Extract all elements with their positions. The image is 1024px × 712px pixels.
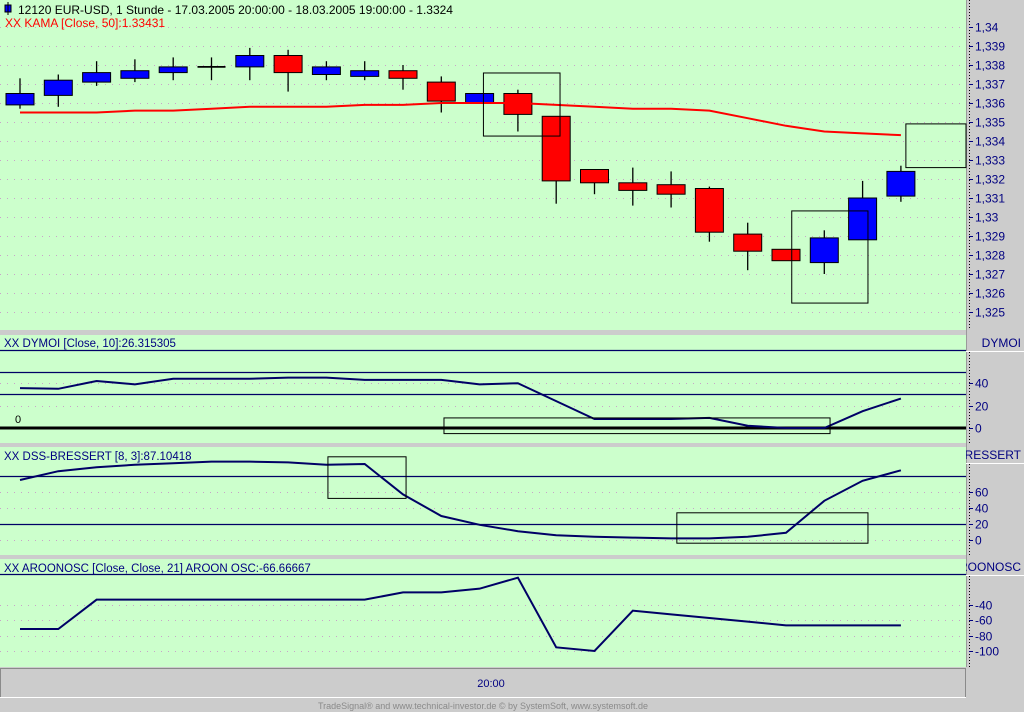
axis-tick-label: 60 <box>975 486 989 500</box>
time-axis-label: 20:00 <box>477 678 505 690</box>
aroon-axis-label: AROONOSC <box>951 560 1021 574</box>
candle-down <box>426 81 456 102</box>
axis-tick-label: 40 <box>975 377 989 391</box>
candle-up <box>809 237 839 264</box>
axis-tick-label: -60 <box>975 614 993 628</box>
candle-down <box>618 182 648 191</box>
price-axis <box>966 0 1024 330</box>
candle-up <box>350 70 380 77</box>
aroon-title[interactable]: XX AROONOSC [Close, Close, 21] AROON OSC… <box>4 563 311 575</box>
candle-up <box>43 79 73 96</box>
axis-tick-label: 1,337 <box>975 78 1005 92</box>
kama-line <box>20 102 901 137</box>
axis-tick-label: 40 <box>975 502 989 516</box>
annotation-rectangle <box>905 123 967 169</box>
axis-tick-label: 1,331 <box>975 192 1005 206</box>
candle-up <box>82 72 112 83</box>
candle-up <box>5 93 35 106</box>
axis-tick-label: 1,329 <box>975 230 1005 244</box>
aroonosc-line <box>20 576 901 653</box>
dymoi-line <box>19 376 902 429</box>
chart-title: 12120 EUR-USD, 1 Stunde - 17.03.2005 20:… <box>18 3 453 17</box>
axis-tick-label: 1,325 <box>975 306 1005 320</box>
dss-title[interactable]: XX DSS-BRESSERT [8, 3]:87.10418 <box>4 451 192 463</box>
axis-tick-label: 1,334 <box>975 135 1005 149</box>
dss-line <box>19 460 902 540</box>
axis-tick-label: 1,327 <box>975 268 1005 282</box>
candle-up <box>235 55 265 68</box>
axis-tick-label: 0 <box>975 534 982 548</box>
candle-down <box>580 169 609 184</box>
axis-tick-label: 0 <box>975 422 982 436</box>
axis-tick-label: 1,333 <box>975 154 1005 168</box>
dymoi-title[interactable]: XX DYMOI [Close, 10]:26.315305 <box>4 338 176 350</box>
axis-tick-label: 1,34 <box>975 21 999 35</box>
candle-up <box>465 93 495 104</box>
candle-down <box>694 188 724 233</box>
axis-tick-label: 1,338 <box>975 59 1005 73</box>
candle-up <box>848 197 878 241</box>
time-axis <box>0 668 966 698</box>
dymoi-zero-label: 0 <box>15 414 21 426</box>
dss-axis-label: DSS-BRESSERT <box>928 448 1022 462</box>
candle-up <box>311 66 341 76</box>
candle-down <box>541 115 571 182</box>
candle-up <box>158 66 188 74</box>
footer-copyright: TradeSignal® and www.technical-investor.… <box>318 701 648 711</box>
axis-tick-label: -80 <box>975 630 993 644</box>
axis-tick-label: 20 <box>975 400 989 414</box>
candle-up <box>886 170 916 197</box>
annotation-rectangle <box>482 72 561 137</box>
candle-down <box>656 184 686 195</box>
dymoi-panel[interactable] <box>0 335 966 443</box>
candle-down <box>733 233 763 252</box>
axis-tick-label: 1,328 <box>975 249 1005 263</box>
axis-tick-label: 20 <box>975 518 989 532</box>
annotation-rectangle <box>676 512 869 544</box>
axis-tick-label: 1,335 <box>975 116 1005 130</box>
candle-down <box>771 248 801 262</box>
axis-tick-label: -40 <box>975 599 993 613</box>
axis-tick-label: 1,326 <box>975 287 1005 301</box>
kama-legend[interactable]: XX KAMA [Close, 50]:1.33431 <box>5 16 165 30</box>
candle-down <box>388 70 418 79</box>
dss-panel[interactable] <box>0 447 966 555</box>
dymoi-axis-label: DYMOI <box>982 336 1021 350</box>
candle-down <box>273 55 303 74</box>
aroon-panel[interactable] <box>0 559 966 667</box>
axis-tick-label: 1,336 <box>975 97 1005 111</box>
candle-up <box>120 70 150 79</box>
axis-tick-label: 1,339 <box>975 40 1005 54</box>
axis-tick-label: -100 <box>975 645 999 659</box>
axis-tick-label: 1,332 <box>975 173 1005 187</box>
annotation-rectangle <box>791 210 869 304</box>
price-panel[interactable] <box>0 0 966 330</box>
annotation-rectangle <box>327 456 407 499</box>
axis-tick-label: 1,33 <box>975 211 999 225</box>
annotation-rectangle <box>443 417 831 435</box>
